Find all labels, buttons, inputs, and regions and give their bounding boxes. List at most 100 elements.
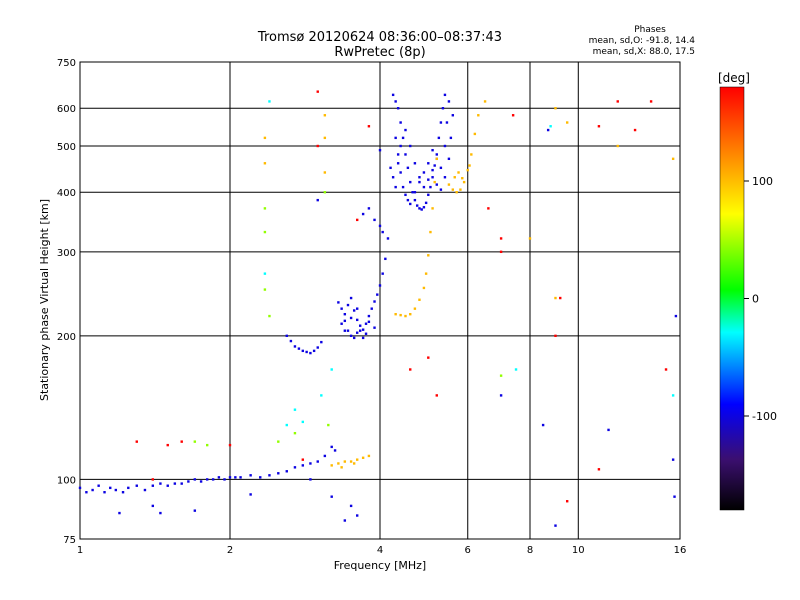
data-point xyxy=(343,460,347,463)
data-point xyxy=(301,349,305,353)
data-point xyxy=(268,474,271,477)
data-point xyxy=(118,511,121,515)
data-point xyxy=(293,431,297,435)
data-point xyxy=(399,313,402,317)
data-point xyxy=(337,301,340,304)
data-point xyxy=(268,100,271,103)
data-point xyxy=(431,148,434,152)
data-point xyxy=(396,162,400,165)
data-point xyxy=(554,296,557,300)
data-point xyxy=(297,347,301,350)
data-point xyxy=(263,230,267,234)
data-point xyxy=(312,349,316,353)
data-point xyxy=(180,482,183,485)
data-point xyxy=(355,514,359,517)
data-point xyxy=(399,121,402,124)
data-point xyxy=(263,207,267,210)
data-point xyxy=(435,153,438,156)
data-point xyxy=(355,331,359,334)
data-point xyxy=(305,350,308,354)
data-point xyxy=(135,440,138,443)
data-point xyxy=(443,144,447,148)
stats-heading: Phases xyxy=(634,25,666,35)
data-point xyxy=(361,212,365,216)
data-point xyxy=(447,183,451,186)
data-point xyxy=(554,524,557,527)
data-point xyxy=(664,368,668,371)
data-point xyxy=(166,484,169,487)
data-point xyxy=(349,316,353,320)
x-tick-label: 1 xyxy=(77,545,83,556)
data-point xyxy=(143,488,147,492)
data-point xyxy=(549,125,552,128)
data-point xyxy=(367,207,371,210)
data-point xyxy=(404,193,407,197)
data-point xyxy=(447,157,451,161)
data-point xyxy=(361,336,365,340)
data-point xyxy=(597,468,601,471)
data-point xyxy=(349,296,353,300)
data-point xyxy=(320,340,323,344)
data-point xyxy=(394,136,397,140)
data-point xyxy=(343,329,347,332)
data-point xyxy=(433,164,436,167)
data-point xyxy=(370,307,373,310)
data-point xyxy=(268,314,271,318)
data-point xyxy=(333,449,337,452)
data-point xyxy=(443,176,447,179)
data-point xyxy=(285,334,288,338)
data-point xyxy=(228,476,232,479)
y-tick-label: 500 xyxy=(57,142,76,153)
data-point xyxy=(352,336,356,340)
data-point xyxy=(422,206,426,209)
x-tick-labels: 1 2 4 6 8 10 16 xyxy=(77,545,687,556)
data-point xyxy=(349,460,353,463)
data-point xyxy=(441,107,445,110)
data-point xyxy=(424,272,428,275)
data-point xyxy=(367,454,371,458)
data-point xyxy=(597,125,601,128)
colorbar-tick-label: 100 xyxy=(752,175,773,188)
data-point xyxy=(364,322,368,325)
data-point xyxy=(607,428,610,432)
data-point xyxy=(180,440,183,443)
data-point xyxy=(616,144,619,148)
data-point xyxy=(554,334,557,338)
data-point xyxy=(187,480,190,483)
data-point xyxy=(413,307,417,310)
data-point xyxy=(422,171,426,174)
data-point xyxy=(455,191,458,194)
data-point xyxy=(309,478,312,481)
data-point xyxy=(373,300,376,303)
data-point xyxy=(349,504,353,508)
data-point xyxy=(323,171,327,174)
data-point xyxy=(473,132,477,136)
data-point xyxy=(346,329,350,332)
data-point xyxy=(396,153,400,156)
data-point xyxy=(499,250,503,254)
y-tick-label: 200 xyxy=(57,332,76,343)
data-point xyxy=(528,237,532,240)
data-point xyxy=(193,509,197,512)
data-point xyxy=(470,153,473,156)
data-point xyxy=(394,312,397,316)
data-point xyxy=(234,476,237,479)
stats-line-o: mean, sd,O: -91.8, 14.4 xyxy=(589,36,696,46)
data-point xyxy=(263,162,267,165)
data-point xyxy=(404,128,407,132)
data-point xyxy=(565,121,569,124)
data-point xyxy=(391,93,395,97)
data-point xyxy=(424,201,428,205)
data-point xyxy=(228,443,232,447)
data-point xyxy=(205,443,209,447)
x-tick-label: 16 xyxy=(674,545,687,556)
data-point xyxy=(323,191,327,194)
data-point xyxy=(285,470,288,473)
data-point xyxy=(396,107,400,110)
data-point xyxy=(439,188,443,191)
x-tick-label: 2 xyxy=(227,545,233,556)
data-point xyxy=(277,472,280,475)
data-point xyxy=(409,180,412,184)
x-tick-label: 6 xyxy=(465,545,471,556)
stats-line-x: mean, sd,X: 88.0, 17.5 xyxy=(593,47,695,57)
